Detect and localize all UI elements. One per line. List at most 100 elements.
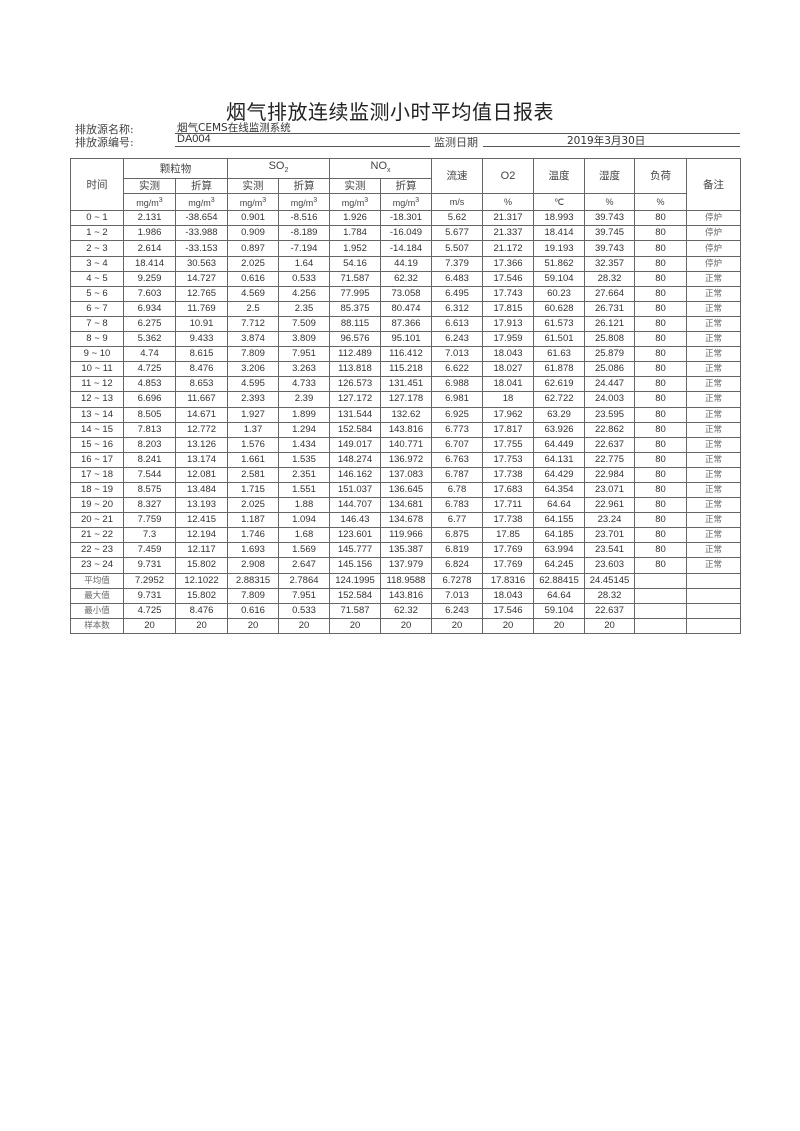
remark-cell: 正常	[686, 315, 741, 333]
value-cell: 17.755	[482, 436, 534, 453]
value-cell: 17.738	[482, 466, 534, 483]
value-cell: 2.88315	[227, 572, 279, 589]
value-cell: 30.563	[175, 255, 228, 272]
value-cell: 23.071	[584, 481, 635, 499]
remark-cell: 正常	[686, 361, 741, 378]
value-cell: 17.753	[482, 451, 534, 468]
value-cell: 6.763	[431, 451, 483, 468]
value-cell: 80	[634, 300, 687, 317]
date-value: 2019年3月30日	[567, 135, 646, 147]
unit-temp: ℃	[533, 193, 585, 212]
value-cell: 2.614	[123, 240, 176, 257]
unit-conc: mg/m3	[227, 193, 279, 212]
table-row: 23 ~ 24 9.731 15.802 2.908 2.647 145.156 137.9…	[70, 557, 741, 574]
row-label: 7 ~ 8	[70, 315, 124, 333]
value-cell: 131.544	[329, 406, 381, 423]
row-label: 4 ~ 5	[70, 270, 124, 287]
value-cell: 135.387	[380, 542, 432, 559]
value-cell: 7.809	[227, 346, 279, 363]
value-cell: 64.64	[533, 587, 585, 604]
value-cell: 20	[482, 617, 534, 634]
value-cell: 62.32	[380, 602, 432, 619]
remark-cell: 正常	[686, 436, 741, 453]
value-cell: 0.897	[227, 240, 279, 257]
value-cell: 2.131	[123, 210, 176, 227]
value-cell: 18.993	[533, 210, 585, 227]
table-row: 4 ~ 5 9.259 14.727 0.616 0.533 71.587 62.32 6.4…	[70, 270, 741, 287]
source-id-underline	[175, 146, 430, 147]
value-cell: 132.62	[380, 406, 432, 423]
value-cell: 6.275	[123, 315, 176, 333]
value-cell: 80	[634, 210, 687, 227]
table-row: 11 ~ 12 4.853 8.653 4.595 4.733 126.573 131.45…	[70, 376, 741, 393]
row-label: 3 ~ 4	[70, 255, 124, 272]
header-humidity: 湿度	[584, 157, 635, 195]
value-cell: 4.256	[278, 285, 330, 302]
value-cell: 152.584	[329, 587, 381, 604]
value-cell: 71.587	[329, 270, 381, 287]
value-cell: 80	[634, 255, 687, 272]
table-row: 19 ~ 20 8.327 13.193 2.025 1.88 144.707 134.68…	[70, 497, 741, 514]
value-cell: 59.104	[533, 270, 585, 287]
value-cell: 13.484	[175, 481, 228, 499]
value-cell: 73.058	[380, 285, 432, 302]
value-cell: 61.63	[533, 346, 585, 363]
report-title: 烟气排放连续监测小时平均值日报表	[226, 100, 554, 124]
value-cell: 9.731	[123, 587, 176, 604]
value-cell: 0.909	[227, 225, 279, 242]
value-cell: 126.573	[329, 376, 381, 393]
value-cell: 6.981	[431, 391, 483, 408]
table-row: 3 ~ 4 18.414 30.563 2.025 1.64 54.16 44.19 7.37…	[70, 255, 741, 272]
value-cell: 144.707	[329, 497, 381, 514]
row-label: 15 ~ 16	[70, 436, 124, 453]
value-cell: 4.595	[227, 376, 279, 393]
source-id-label: 排放源编号:	[75, 136, 134, 149]
value-cell: 6.875	[431, 527, 483, 544]
unit-load: %	[634, 193, 687, 212]
value-cell: 64.354	[533, 481, 585, 499]
value-cell: 80	[634, 376, 687, 393]
value-cell: 63.994	[533, 542, 585, 559]
remark-cell: 正常	[686, 542, 741, 559]
value-cell: 20	[533, 617, 585, 634]
value-cell: 80	[634, 542, 687, 559]
value-cell: 80	[634, 466, 687, 483]
table-row: 2 ~ 3 2.614 -33.153 0.897 -7.194 1.952 -14.184…	[70, 240, 741, 257]
value-cell: 131.451	[380, 376, 432, 393]
value-cell: 2.7864	[278, 572, 330, 589]
value-cell: 39.743	[584, 210, 635, 227]
remark-cell: 正常	[686, 300, 741, 317]
value-cell: 1.68	[278, 527, 330, 544]
remark-cell: 停炉	[686, 210, 741, 227]
value-cell: 23.541	[584, 542, 635, 559]
row-label: 1 ~ 2	[70, 225, 124, 242]
table-row: 16 ~ 17 8.241 13.174 1.661 1.535 148.274 136.9…	[70, 451, 741, 468]
value-cell: 137.979	[380, 557, 432, 574]
value-cell: 25.879	[584, 346, 635, 363]
value-cell: 0.533	[278, 270, 330, 287]
value-cell: 62.32	[380, 270, 432, 287]
value-cell: -14.184	[380, 240, 432, 257]
remark-cell: 正常	[686, 421, 741, 438]
header-temp: 温度	[533, 157, 585, 195]
table-row: 22 ~ 23 7.459 12.117 1.693 1.569 145.777 135.3…	[70, 542, 741, 559]
value-cell: 32.357	[584, 255, 635, 272]
value-cell: 7.013	[431, 587, 483, 604]
value-cell: 17.962	[482, 406, 534, 423]
value-cell: 1.926	[329, 210, 381, 227]
value-cell: 20	[380, 617, 432, 634]
value-cell: 80	[634, 225, 687, 242]
header-converted: 折算	[380, 178, 432, 195]
value-cell: 80	[634, 512, 687, 529]
header-converted: 折算	[278, 178, 330, 195]
value-cell: 5.677	[431, 225, 483, 242]
remark-cell	[686, 572, 741, 589]
remark-cell: 正常	[686, 285, 741, 302]
value-cell: 17.769	[482, 542, 534, 559]
value-cell: 1.187	[227, 512, 279, 529]
value-cell: 61.573	[533, 315, 585, 333]
row-label: 11 ~ 12	[70, 376, 124, 393]
header-time: 时间	[70, 157, 124, 212]
value-cell: 23.595	[584, 406, 635, 423]
value-cell: 64.64	[533, 497, 585, 514]
